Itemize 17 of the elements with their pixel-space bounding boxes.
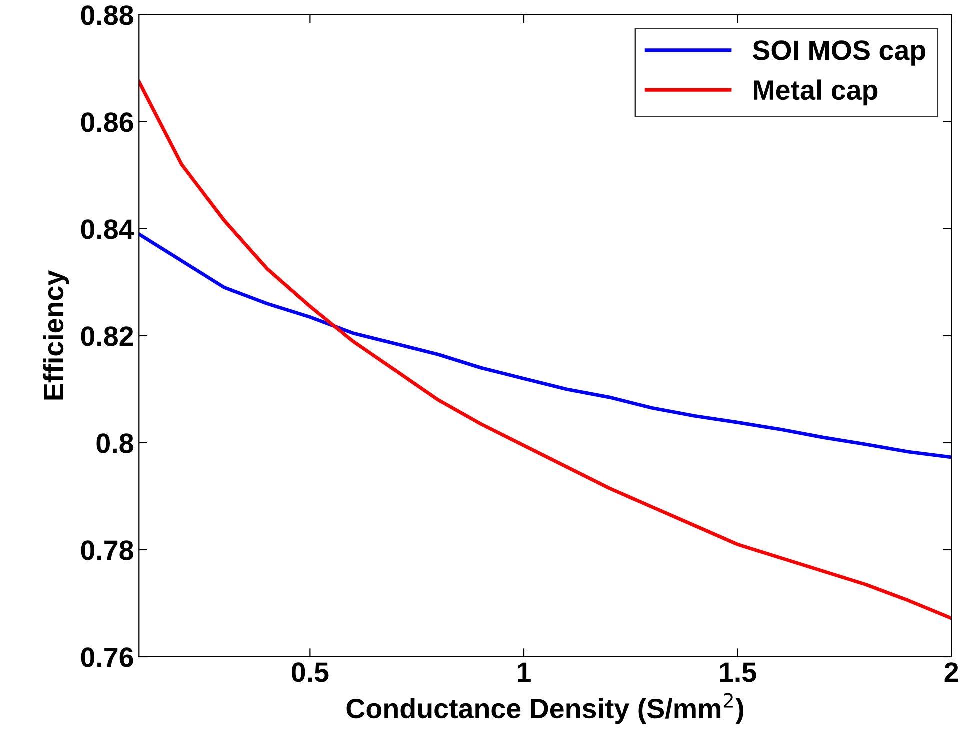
- y-tick-label: 0.76: [81, 648, 134, 668]
- y-tick-label: 0.86: [81, 112, 134, 132]
- line-series: [139, 232, 952, 460]
- y-tick-label: 0.78: [81, 540, 134, 560]
- legend-label: SOI MOS cap: [752, 40, 926, 66]
- x-tick-label: 1: [518, 662, 531, 682]
- x-tick-label: 0.5: [292, 662, 329, 682]
- x-tick-label: 2: [944, 662, 958, 682]
- y-tick-label: 0.82: [81, 326, 134, 346]
- y-tick-label: 0.84: [81, 220, 134, 240]
- x-axis-title: Conductance Density (S/mm$^{2}$): [346, 693, 744, 724]
- line-series: [139, 80, 952, 620]
- x-tick-label: 1.5: [720, 662, 756, 682]
- legend-label: Metal cap: [754, 80, 878, 106]
- y-tick-label: 0.8: [96, 434, 134, 454]
- y-tick-label: 0.88: [81, 6, 134, 26]
- y-axis-title: Efficiency: [43, 270, 70, 400]
